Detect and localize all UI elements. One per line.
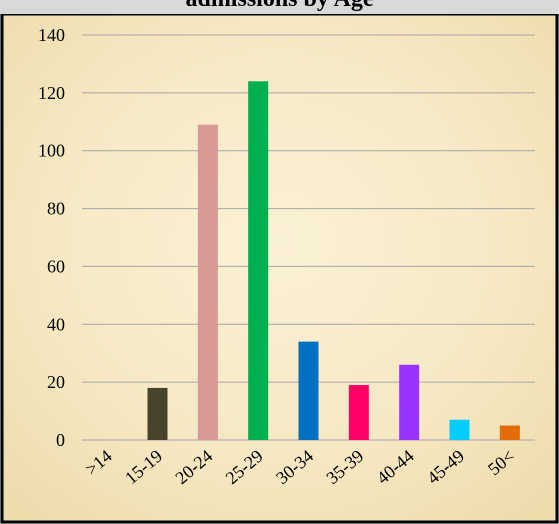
bar-40-44	[399, 364, 420, 440]
y-axis: 0 20 40 60 80 100 120 140	[38, 25, 65, 450]
bar-50<	[499, 425, 520, 440]
gridlines	[82, 34, 535, 441]
y-tick-label: 120	[38, 83, 65, 103]
y-tick-label: 0	[56, 430, 65, 450]
bar-35-39	[348, 385, 369, 440]
bar-20-24	[197, 124, 218, 440]
plot-background	[0, 12, 559, 524]
y-tick-label: 100	[38, 141, 65, 161]
y-tick-label: 20	[47, 372, 65, 392]
y-tick-label: 60	[47, 256, 65, 276]
chart-panel: 0 20 40 60 80 100 120 140 >14 15-19 20-24 25-29 30-…	[0, 12, 559, 524]
y-tick-label: 40	[47, 314, 65, 334]
bar-15-19	[147, 387, 168, 440]
y-tick-label: 140	[38, 25, 65, 45]
bar-45-49	[449, 419, 470, 440]
bar-25-29	[248, 81, 269, 441]
bars	[147, 81, 520, 441]
chart-title: admissions by Age	[0, 0, 559, 13]
bar-30-34	[298, 341, 319, 440]
y-tick-label: 80	[47, 199, 65, 219]
